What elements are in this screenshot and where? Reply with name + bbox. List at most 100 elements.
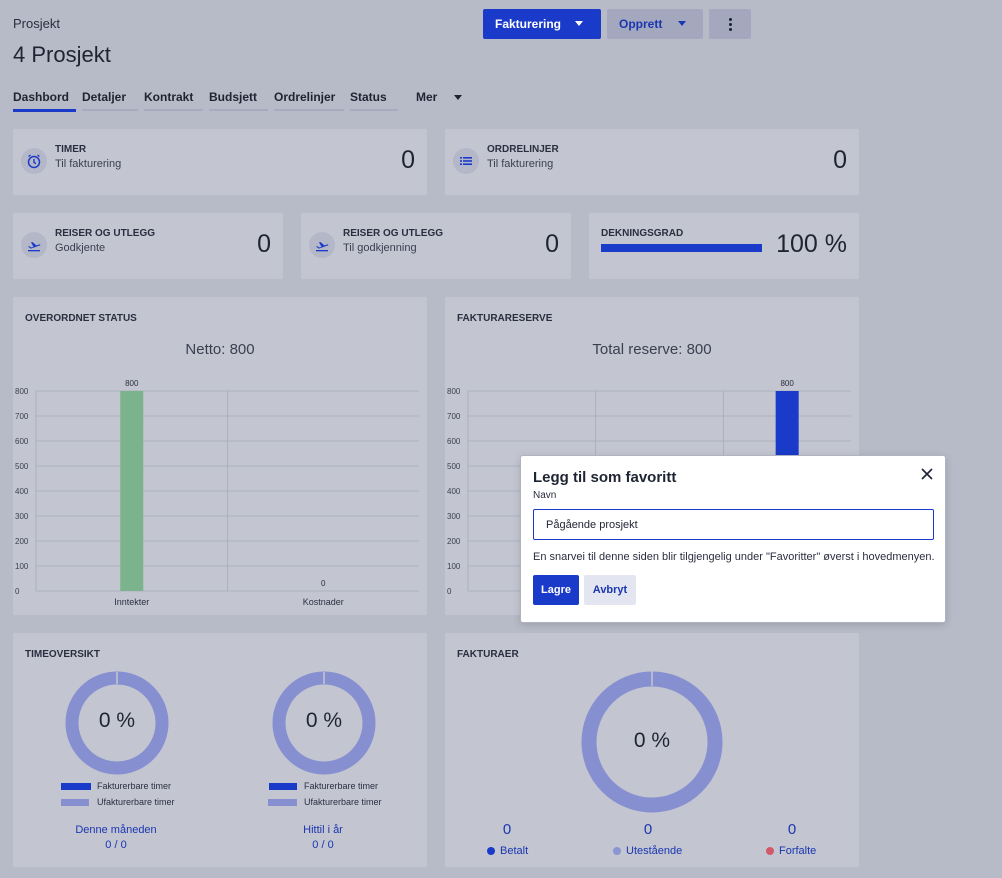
kpi-card-reiser-godkjente[interactable]: REISER OG UTLEGG Godkjente 0 xyxy=(13,213,283,279)
y-tick-label: 200 xyxy=(447,537,461,546)
y-tick-label: 800 xyxy=(15,387,29,396)
y-tick-label: 400 xyxy=(447,487,461,496)
legend-swatch-fakturerbare xyxy=(269,783,297,790)
dialog-hint: En snarvei til denne siden blir tilgjeng… xyxy=(533,551,935,563)
y-tick-label: 0 xyxy=(447,587,452,596)
data-label: 800 xyxy=(780,379,794,388)
stat-value: 0 / 0 xyxy=(105,839,127,851)
stat-value: 0 xyxy=(787,821,797,838)
section-title: FAKTURARESERVE xyxy=(457,313,553,324)
tab-ordrelinjer[interactable]: Ordrelinjer xyxy=(274,90,344,111)
chevron-down-icon[interactable] xyxy=(454,95,462,100)
dekningsgrad-bar xyxy=(601,244,762,252)
stat-label[interactable]: Denne måneden xyxy=(75,824,157,836)
bar xyxy=(120,391,144,591)
chart-title: Netto: 800 xyxy=(185,341,255,358)
kpi-card-timer[interactable]: TIMER Til fakturering 0 xyxy=(13,129,427,195)
tab-status[interactable]: Status xyxy=(350,90,398,111)
y-tick-label: 0 xyxy=(15,587,20,596)
breadcrumb[interactable]: Prosjekt xyxy=(13,16,60,31)
kpi-subtitle: Til godkjenning xyxy=(343,242,417,254)
legend-label: Ufakturerbare timer xyxy=(304,797,382,807)
fakturering-label: Fakturering xyxy=(495,17,562,31)
kebab-icon xyxy=(728,17,732,31)
donut-percent: 0 % xyxy=(98,709,136,732)
timeoversikt-card: TIMEOVERSIKT 0 % Fakturerbare timer Ufak… xyxy=(13,633,427,867)
legend-label: Fakturerbare timer xyxy=(97,781,172,791)
y-tick-label: 100 xyxy=(15,562,29,571)
chevron-down-icon xyxy=(678,21,686,26)
kpi-value: 0 xyxy=(257,230,271,258)
close-icon[interactable] xyxy=(919,466,935,482)
legend-swatch-ufakturerbare xyxy=(268,799,297,806)
y-tick-label: 300 xyxy=(447,512,461,521)
fakturaer-card: FAKTURAER 0 % 0 Betalt 0 Utestående 0 Fo… xyxy=(445,633,859,867)
stat-value: 0 / 0 xyxy=(312,839,334,851)
kpi-card-dekningsgrad[interactable]: DEKNINGSGRAD 100 % xyxy=(589,213,859,279)
cancel-button[interactable]: Avbryt xyxy=(584,575,636,605)
plane-icon xyxy=(21,232,47,258)
name-label: Navn xyxy=(533,490,557,501)
legend-label: Forfalte xyxy=(779,845,817,857)
kpi-title: REISER OG UTLEGG xyxy=(55,228,156,239)
legend-label: Fakturerbare timer xyxy=(304,781,379,791)
page-title: 4 Prosjekt xyxy=(13,42,111,67)
kpi-subtitle: Godkjente xyxy=(55,242,106,254)
y-tick-label: 400 xyxy=(15,487,29,496)
section-title: OVERORDNET STATUS xyxy=(25,313,137,324)
donut-denne-maneden xyxy=(65,671,169,775)
list-icon xyxy=(453,148,479,174)
legend-swatch-fakturerbare xyxy=(61,783,91,790)
kpi-title: REISER OG UTLEGG xyxy=(343,228,444,239)
clock-icon xyxy=(21,148,47,174)
dekningsgrad-track xyxy=(601,244,762,252)
plane-icon xyxy=(309,232,335,258)
kpi-value: 0 xyxy=(833,146,847,174)
section-title: TIMEOVERSIKT xyxy=(25,649,101,660)
x-tick-label: Inntekter xyxy=(114,597,149,607)
legend-utestaende[interactable]: Utestående xyxy=(613,845,682,857)
legend-label: Utestående xyxy=(626,845,683,857)
donut-percent: 0 % xyxy=(633,729,671,752)
stat-label[interactable]: Hittil i år xyxy=(303,824,343,836)
more-actions-button[interactable] xyxy=(709,9,751,39)
save-button[interactable]: Lagre xyxy=(533,575,579,605)
tab-kontrakt[interactable]: Kontrakt xyxy=(144,90,203,111)
opprett-button[interactable]: Opprett xyxy=(607,9,703,39)
chart-title: Total reserve: 800 xyxy=(592,341,712,358)
opprett-label: Opprett xyxy=(619,17,663,31)
donut-percent: 0 % xyxy=(305,709,343,732)
dot-icon xyxy=(613,847,621,855)
y-tick-label: 500 xyxy=(15,462,29,471)
dot-icon xyxy=(766,847,774,855)
kpi-title: ORDRELINJER xyxy=(487,144,559,155)
tab-budsjett[interactable]: Budsjett xyxy=(209,90,268,111)
legend-swatch-ufakturerbare xyxy=(61,799,89,806)
y-tick-label: 200 xyxy=(15,537,29,546)
kpi-subtitle: Til fakturering xyxy=(55,158,122,170)
y-tick-label: 700 xyxy=(447,412,461,421)
donut-hittil-i-ar xyxy=(272,671,376,775)
tab-mer[interactable]: Mer xyxy=(416,90,438,104)
kpi-value: 100 % xyxy=(776,230,847,258)
dialog-title: Legg til som favoritt xyxy=(533,469,677,486)
kpi-title: TIMER xyxy=(55,144,87,155)
name-input[interactable] xyxy=(533,509,934,540)
kpi-card-reiser-til-godkjenning[interactable]: REISER OG UTLEGG Til godkjenning 0 xyxy=(301,213,571,279)
tab-dashbord[interactable]: Dashbord xyxy=(13,90,76,112)
fakturering-button[interactable]: Fakturering xyxy=(483,9,601,39)
y-tick-label: 700 xyxy=(15,412,29,421)
legend-label: Betalt xyxy=(500,845,529,857)
overordnet-chart: 0 100 200 300 400 500 600 700 800 800 Inntekter 0 Ko… xyxy=(15,379,419,607)
legend-betalt[interactable]: Betalt xyxy=(487,845,528,857)
tab-detaljer[interactable]: Detaljer xyxy=(82,90,138,111)
y-tick-label: 500 xyxy=(447,462,461,471)
legend-forfalte[interactable]: Forfalte xyxy=(766,845,816,857)
kpi-subtitle: Til fakturering xyxy=(487,158,554,170)
legend-label: Ufakturerbare timer xyxy=(97,797,175,807)
chevron-down-icon xyxy=(575,21,583,26)
kpi-card-ordrelinjer[interactable]: ORDRELINJER Til fakturering 0 xyxy=(445,129,859,195)
section-title: FAKTURAER xyxy=(457,649,519,660)
kpi-title: DEKNINGSGRAD xyxy=(601,228,684,239)
y-tick-label: 600 xyxy=(15,437,29,446)
